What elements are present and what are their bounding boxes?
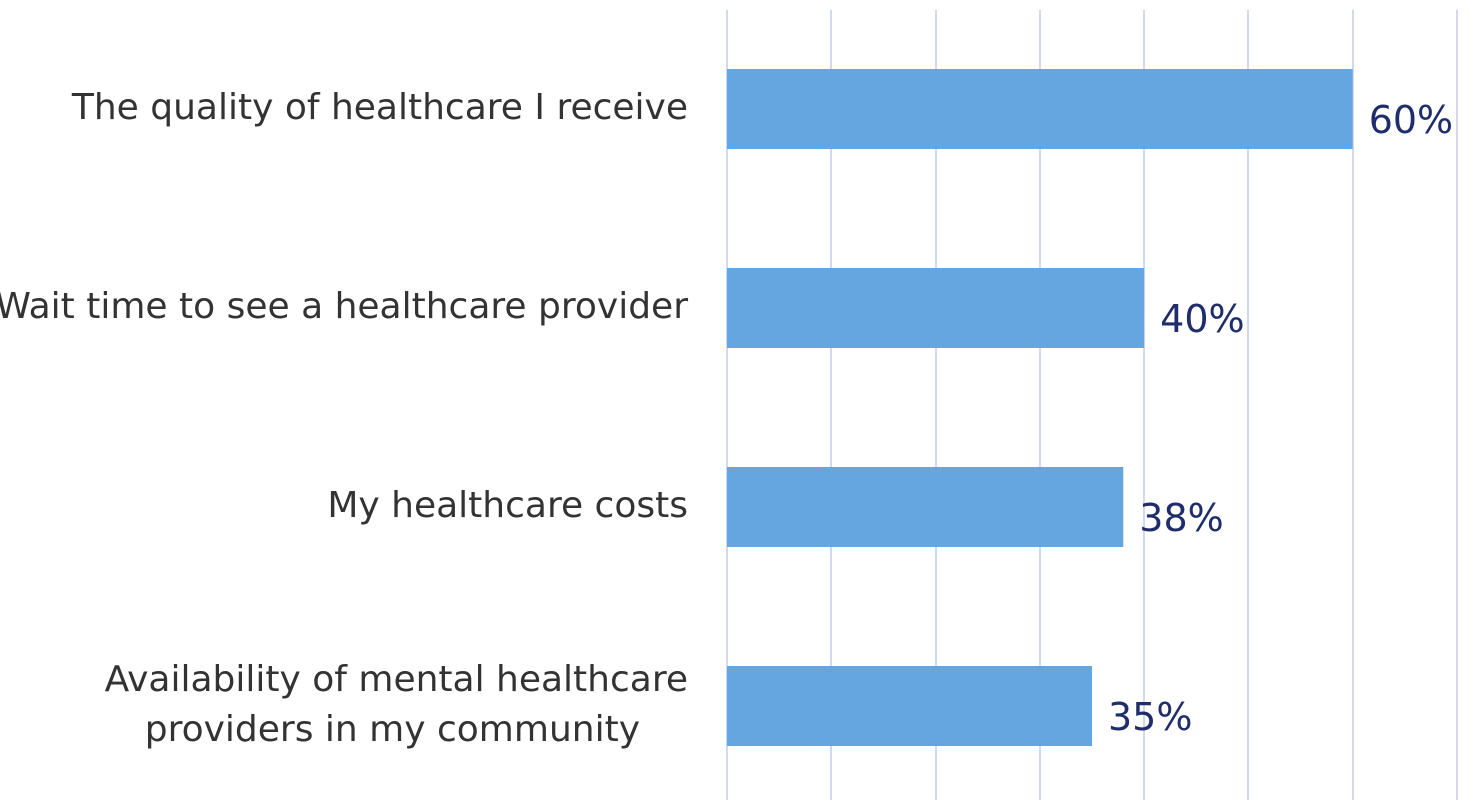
- value-label: 60%: [1369, 98, 1453, 142]
- value-label: 38%: [1139, 496, 1223, 540]
- category-labels: The quality of healthcare I receive Wait …: [0, 87, 688, 750]
- value-labels: 60% 40% 38% 35%: [1108, 98, 1453, 739]
- category-label: My healthcare costs: [327, 485, 688, 526]
- bar: [727, 666, 1092, 746]
- bars: [727, 69, 1353, 746]
- category-label: Wait time to see a healthcare provider: [0, 286, 688, 327]
- bar: [727, 467, 1124, 547]
- bar: [727, 69, 1353, 149]
- category-label: The quality of healthcare I receive: [71, 87, 688, 128]
- value-label: 40%: [1160, 297, 1244, 341]
- category-label: Availability of mental healthcare provide…: [105, 659, 688, 750]
- value-label: 35%: [1108, 695, 1192, 739]
- bar: [727, 268, 1145, 348]
